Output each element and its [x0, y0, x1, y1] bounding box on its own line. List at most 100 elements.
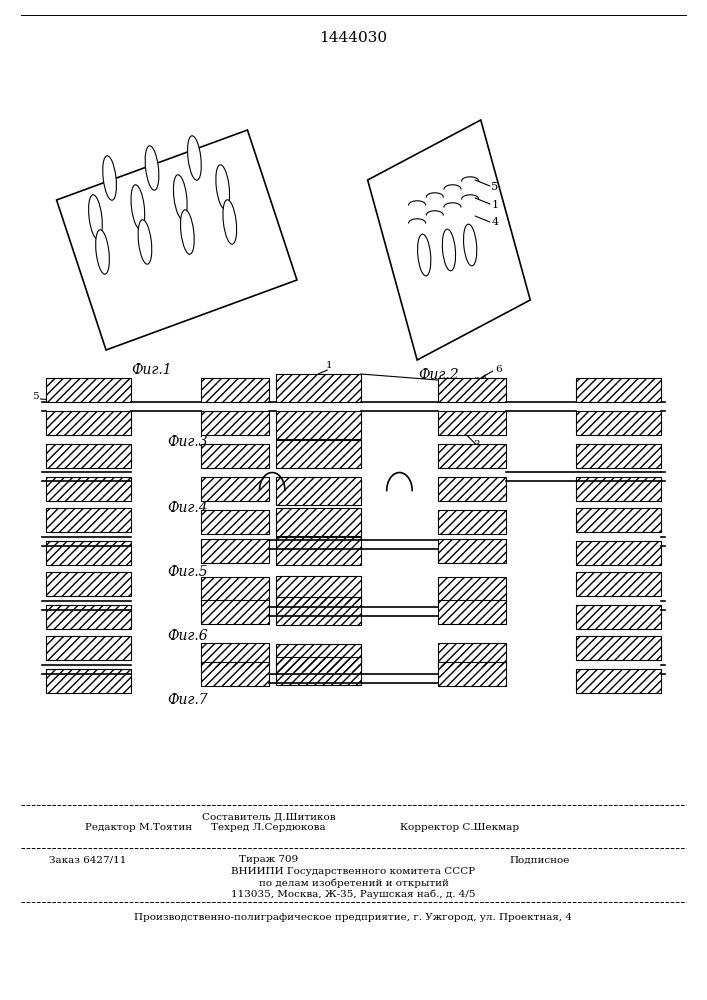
Bar	[576, 411, 661, 435]
Ellipse shape	[103, 156, 117, 200]
Bar	[276, 597, 361, 625]
Bar	[46, 411, 131, 435]
Ellipse shape	[187, 136, 201, 180]
Ellipse shape	[138, 220, 152, 264]
Text: ВНИИПИ Государственного комитета СССР: ВНИИПИ Государственного комитета СССР	[231, 867, 476, 876]
Bar	[576, 572, 661, 596]
Bar	[201, 411, 269, 435]
Bar	[201, 444, 269, 468]
Bar	[201, 643, 269, 667]
Bar	[46, 378, 131, 402]
Bar	[201, 577, 269, 601]
Text: 113035, Москва, Ж-35, Раушская наб., д. 4/5: 113035, Москва, Ж-35, Раушская наб., д. …	[231, 889, 476, 899]
Bar	[276, 576, 361, 604]
Bar	[438, 662, 506, 686]
Bar	[276, 374, 361, 402]
Bar	[576, 541, 661, 565]
Text: 1: 1	[491, 200, 498, 210]
Ellipse shape	[95, 230, 110, 274]
Bar	[438, 477, 506, 501]
Bar	[46, 444, 131, 468]
Bar	[276, 508, 361, 536]
Bar	[276, 374, 361, 402]
Text: Составитель Д.Шитиков: Составитель Д.Шитиков	[201, 812, 336, 822]
Bar	[46, 378, 131, 402]
Bar	[201, 577, 269, 601]
Bar	[438, 600, 506, 624]
Bar	[46, 572, 131, 596]
Ellipse shape	[88, 195, 103, 239]
Text: по делам изобретений и открытий: по делам изобретений и открытий	[259, 878, 448, 888]
Bar	[201, 411, 269, 435]
Bar	[276, 644, 361, 672]
Text: 5: 5	[32, 392, 38, 401]
Bar	[576, 636, 661, 660]
Bar	[276, 644, 361, 672]
Bar	[438, 662, 506, 686]
Bar	[438, 539, 506, 563]
Bar	[46, 411, 131, 435]
Bar	[438, 600, 506, 624]
Bar	[46, 444, 131, 468]
Text: 2: 2	[474, 377, 480, 386]
Bar	[576, 378, 661, 402]
Bar	[276, 597, 361, 625]
Bar	[46, 605, 131, 629]
Bar	[438, 643, 506, 667]
Bar	[276, 508, 361, 536]
Ellipse shape	[145, 146, 159, 190]
Bar	[46, 541, 131, 565]
Bar	[276, 477, 361, 505]
Text: 4: 4	[481, 375, 487, 384]
Text: Фиг.4: Фиг.4	[167, 501, 208, 515]
Bar	[276, 477, 361, 505]
Bar	[438, 378, 506, 402]
Bar	[46, 636, 131, 660]
Bar	[201, 378, 269, 402]
Bar	[46, 572, 131, 596]
Bar	[46, 508, 131, 532]
Bar	[46, 477, 131, 501]
Text: Тираж 709: Тираж 709	[239, 856, 298, 864]
Bar	[276, 537, 361, 565]
Bar	[201, 444, 269, 468]
Bar	[46, 541, 131, 565]
Bar	[46, 508, 131, 532]
Bar	[438, 577, 506, 601]
Text: Заказ 6427/11: Заказ 6427/11	[49, 856, 127, 864]
Bar	[438, 477, 506, 501]
Bar	[46, 669, 131, 693]
Bar	[576, 636, 661, 660]
Bar	[438, 643, 506, 667]
Bar	[438, 411, 506, 435]
Bar	[576, 444, 661, 468]
Ellipse shape	[216, 165, 230, 209]
Bar	[201, 510, 269, 534]
Polygon shape	[57, 130, 297, 350]
Ellipse shape	[418, 234, 431, 276]
Bar	[201, 600, 269, 624]
Bar	[576, 669, 661, 693]
Bar	[276, 657, 361, 685]
Text: Фиг.1: Фиг.1	[132, 363, 173, 377]
Bar	[276, 576, 361, 604]
Ellipse shape	[180, 210, 194, 254]
Text: 1444030: 1444030	[320, 31, 387, 45]
Text: 4: 4	[491, 217, 498, 227]
Text: Техред Л.Сердюкова: Техред Л.Сердюкова	[211, 824, 326, 832]
Bar	[438, 444, 506, 468]
Bar	[576, 444, 661, 468]
Text: Фиг.2: Фиг.2	[418, 368, 459, 382]
Bar	[576, 541, 661, 565]
Bar	[46, 477, 131, 501]
Text: Фиг.6: Фиг.6	[167, 629, 208, 643]
Bar	[438, 577, 506, 601]
Bar	[576, 605, 661, 629]
Text: Производственно-полиграфическое предприятие, г. Ужгород, ул. Проектная, 4: Производственно-полиграфическое предприя…	[134, 912, 573, 922]
Text: Фиг.3: Фиг.3	[167, 435, 208, 449]
Bar	[201, 539, 269, 563]
Bar	[438, 510, 506, 534]
Bar	[46, 669, 131, 693]
Polygon shape	[368, 120, 530, 360]
Bar	[576, 572, 661, 596]
